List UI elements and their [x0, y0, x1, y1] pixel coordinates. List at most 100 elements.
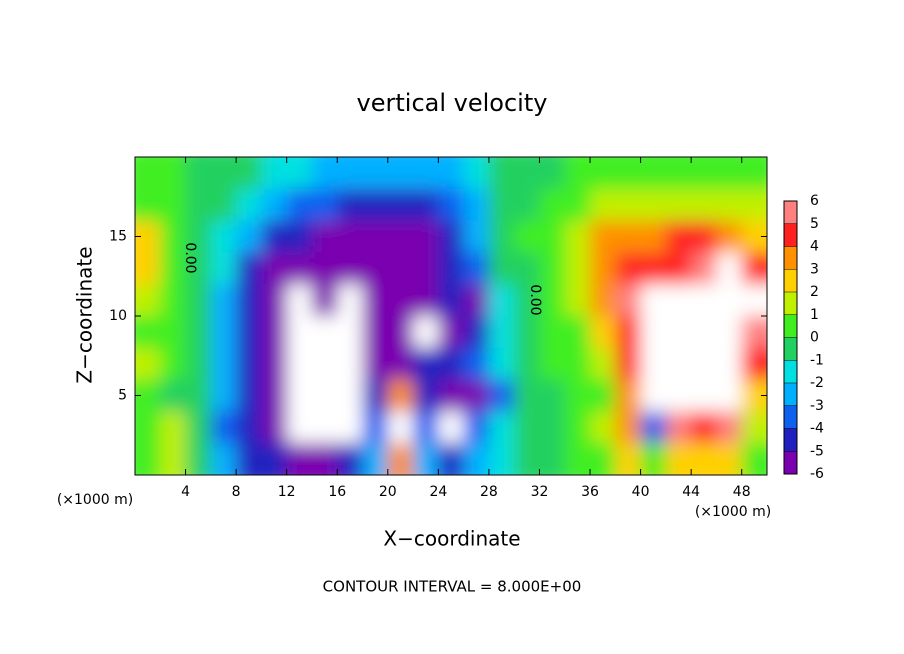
cell	[387, 443, 414, 475]
cell	[615, 411, 642, 444]
x-axis-label: X−coordinate	[383, 527, 520, 551]
cell	[135, 443, 161, 475]
cell	[463, 220, 490, 253]
cell	[716, 252, 743, 285]
cell	[716, 188, 743, 222]
cell	[438, 220, 465, 253]
cell	[741, 443, 767, 475]
cell	[135, 220, 161, 253]
cell	[387, 252, 414, 285]
cell	[286, 220, 313, 253]
x-tick-label: 28	[480, 484, 498, 500]
cell	[514, 379, 540, 412]
cell	[236, 284, 262, 317]
cell	[210, 252, 237, 285]
overlay: 4 8 12 16 20 24 28 32 36 40 44 48510150.000.00-6-5-…	[109, 156, 824, 500]
cell	[438, 316, 465, 349]
cell	[160, 443, 187, 475]
cell	[438, 443, 465, 475]
colorbar-swatch	[784, 201, 797, 224]
cell	[261, 188, 288, 222]
cell	[135, 188, 161, 222]
cell	[135, 157, 161, 190]
x-unit-label: (×1000 m)	[57, 492, 133, 508]
cell	[210, 379, 237, 412]
cell	[488, 347, 515, 381]
cell	[135, 379, 161, 412]
cell	[261, 316, 288, 349]
colorbar-swatch	[784, 292, 797, 315]
cell	[135, 347, 161, 381]
cell	[236, 220, 262, 253]
cell	[236, 252, 262, 285]
cell	[514, 443, 540, 475]
cell	[615, 252, 642, 285]
cell	[413, 379, 439, 412]
cell	[488, 220, 515, 253]
cell	[691, 347, 717, 381]
cell	[261, 157, 288, 190]
cell	[463, 284, 490, 317]
cell	[665, 220, 692, 253]
cell	[741, 379, 767, 412]
cell	[463, 411, 490, 444]
cell	[564, 284, 591, 317]
cell	[716, 284, 743, 317]
cell	[716, 347, 743, 381]
cell	[413, 252, 439, 285]
cell	[362, 157, 389, 190]
cell	[463, 252, 490, 285]
cell	[210, 220, 237, 253]
cell	[210, 316, 237, 349]
cell	[590, 379, 616, 412]
cell	[716, 443, 743, 475]
x-unit-label: (×1000 m)	[695, 504, 771, 520]
cell	[160, 220, 187, 253]
cell	[236, 157, 262, 190]
cell	[640, 284, 667, 317]
cell	[311, 284, 338, 317]
cell	[488, 252, 515, 285]
x-tick-label: 36	[581, 484, 599, 500]
cell	[337, 157, 364, 190]
cell	[488, 379, 515, 412]
y-axis-label: Z−coordinate	[73, 246, 97, 383]
cell	[135, 316, 161, 349]
cell	[564, 316, 591, 349]
cell	[236, 443, 262, 475]
cell	[741, 220, 767, 253]
x-tick-label: 16	[328, 484, 346, 500]
cell	[286, 252, 313, 285]
cell	[413, 347, 439, 381]
cell	[438, 188, 465, 222]
cell	[337, 379, 364, 412]
colorbar-swatch	[784, 223, 797, 247]
cell	[387, 347, 414, 381]
x-tick-label: 4	[181, 484, 190, 500]
chart-title: vertical velocity	[357, 89, 548, 117]
cell	[413, 443, 439, 475]
colorbar-swatch	[784, 405, 797, 429]
cell	[438, 379, 465, 412]
cell	[463, 188, 490, 222]
cell	[311, 252, 338, 285]
cell	[311, 157, 338, 190]
colorbar-swatch	[784, 451, 797, 474]
cell	[413, 220, 439, 253]
colorbar-label: 0	[810, 330, 819, 346]
cell	[539, 252, 566, 285]
cell	[590, 443, 616, 475]
cell	[286, 157, 313, 190]
cell	[615, 316, 642, 349]
cell	[210, 347, 237, 381]
cell	[387, 411, 414, 444]
cell	[286, 411, 313, 444]
cell	[741, 411, 767, 444]
cell	[387, 379, 414, 412]
x-tick-label: 44	[682, 484, 700, 500]
cell	[337, 411, 364, 444]
cell	[691, 157, 717, 190]
cell	[716, 316, 743, 349]
cell	[160, 252, 187, 285]
cell	[665, 252, 692, 285]
